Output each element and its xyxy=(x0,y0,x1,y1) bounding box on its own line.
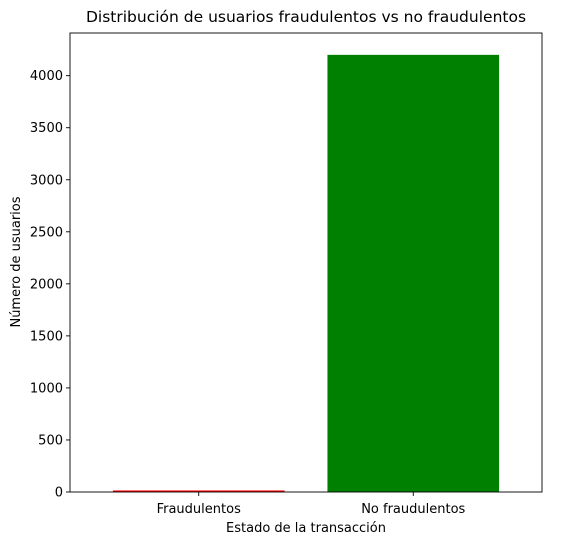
y-tick-label: 3000 xyxy=(30,173,63,188)
y-tick-label: 1500 xyxy=(30,329,63,344)
y-tick-label: 1000 xyxy=(30,381,63,396)
y-tick-label: 2000 xyxy=(30,277,63,292)
plot-frame xyxy=(69,32,543,493)
y-tick-label: 4000 xyxy=(30,69,63,84)
y-tick-label: 500 xyxy=(38,433,63,448)
y-tick-label: 2500 xyxy=(30,225,63,240)
x-tick-label: No fraudulentos xyxy=(361,502,465,517)
plot-area: 0 500 1000 1500 2000 2500 3000 3500 4000 Fraudule… xyxy=(30,32,543,517)
y-tick-label: 3500 xyxy=(30,121,63,136)
bar-fraudulentos xyxy=(112,490,285,492)
bar-no-fraudulentos xyxy=(327,54,500,493)
x-axis-title: Estado de la transacción xyxy=(226,521,386,536)
chart-title: Distribución de usuarios fraudulentos vs… xyxy=(86,8,526,26)
x-tick-label: Fraudulentos xyxy=(157,502,241,517)
y-axis-title: Número de usuarios xyxy=(9,196,24,327)
y-tick-label: 0 xyxy=(55,486,63,501)
